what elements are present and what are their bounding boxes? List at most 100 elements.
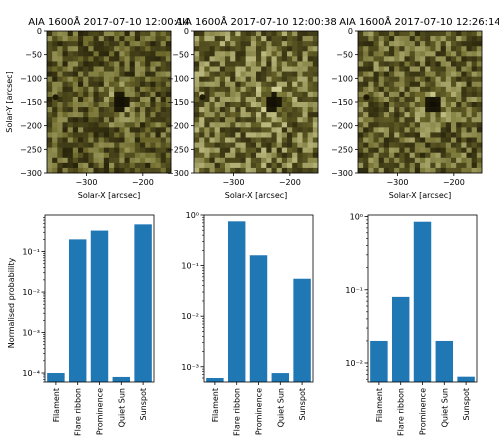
image-texture-cell bbox=[451, 142, 457, 148]
image-texture-cell bbox=[409, 41, 416, 47]
image-texture-cell bbox=[47, 66, 53, 72]
image-texture-cell bbox=[430, 86, 436, 93]
image-texture-cell bbox=[109, 157, 115, 164]
image-texture-cell bbox=[476, 51, 483, 57]
image-texture-cell bbox=[266, 142, 272, 148]
image-texture-cell bbox=[430, 132, 436, 138]
image-texture-cell bbox=[302, 31, 308, 37]
image-texture-cell bbox=[240, 96, 246, 103]
image-area-3 bbox=[358, 31, 483, 174]
image-texture-cell bbox=[276, 157, 283, 164]
image-texture-cell bbox=[98, 31, 105, 37]
image-texture-cell bbox=[129, 36, 136, 42]
image-texture-cell bbox=[230, 127, 236, 133]
image-texture-cell bbox=[302, 157, 308, 164]
image-texture-cell bbox=[114, 51, 120, 57]
image-panel-2: AIA 1600Å 2017-07-10 12:00:38 0−50−100−1… bbox=[167, 15, 337, 200]
image-texture-cell bbox=[281, 81, 288, 88]
image-texture-cell bbox=[57, 117, 63, 123]
image-texture-cell bbox=[119, 122, 125, 128]
image-texture-cell bbox=[230, 152, 236, 159]
image-texture-cell bbox=[297, 122, 303, 128]
image-texture-cell bbox=[209, 167, 215, 174]
image-texture-cell bbox=[240, 56, 246, 62]
image-texture-cell bbox=[160, 127, 167, 133]
image-texture-cell bbox=[72, 157, 79, 164]
image-texture-cell bbox=[435, 137, 441, 143]
image-texture-cell bbox=[150, 36, 156, 42]
image-texture-cell bbox=[307, 51, 314, 57]
bar-ytick-label: 10⁻³ bbox=[181, 363, 199, 372]
image-ytick-label: −100 bbox=[167, 74, 189, 83]
image-texture-cell bbox=[287, 36, 293, 42]
image-texture-cell bbox=[160, 36, 167, 42]
image-texture-cell bbox=[160, 142, 167, 148]
bar-category-label: Sunspot bbox=[139, 388, 148, 421]
image-texture-cell bbox=[109, 112, 115, 118]
image-texture-cell bbox=[404, 36, 410, 42]
image-texture-cell bbox=[281, 107, 288, 113]
image-texture-cell bbox=[129, 61, 136, 67]
image-ytick-label: −100 bbox=[20, 74, 42, 83]
image-texture-cell bbox=[456, 31, 462, 37]
image-texture-cell bbox=[440, 51, 447, 57]
image-texture-cell bbox=[225, 162, 231, 169]
image-texture-cell bbox=[114, 46, 120, 52]
image-texture-cell bbox=[389, 41, 395, 47]
image-texture-cell bbox=[109, 127, 115, 133]
image-texture-cell bbox=[78, 112, 84, 118]
image-texture-cell bbox=[109, 137, 115, 143]
image-texture-cell bbox=[230, 31, 236, 37]
image-texture-cell bbox=[256, 91, 262, 98]
image-texture-cell bbox=[57, 86, 63, 93]
image-texture-cell bbox=[119, 142, 125, 148]
image-texture-cell bbox=[378, 96, 385, 103]
image-texture-cell bbox=[302, 71, 308, 77]
image-texture-cell bbox=[199, 86, 205, 93]
image-texture-cell bbox=[103, 137, 110, 143]
image-texture-cell bbox=[245, 66, 252, 72]
image-texture-cell bbox=[394, 157, 400, 164]
image-texture-cell bbox=[394, 102, 400, 108]
image-texture-cell bbox=[114, 102, 120, 108]
image-texture-cell bbox=[261, 102, 267, 108]
image-texture-cell bbox=[271, 86, 277, 93]
image-texture-cell bbox=[245, 107, 252, 113]
image-texture-cell bbox=[93, 142, 99, 148]
image-texture-cell bbox=[225, 167, 231, 174]
image-texture-cell bbox=[404, 137, 410, 143]
image-texture-cell bbox=[83, 36, 89, 42]
image-texture-cell bbox=[363, 112, 369, 118]
image-texture-cell bbox=[399, 46, 405, 52]
image-texture-cell bbox=[72, 41, 79, 47]
image-texture-cell bbox=[78, 91, 84, 98]
image-texture-cell bbox=[140, 142, 146, 148]
image-texture-cell bbox=[160, 122, 167, 128]
bar-category-label: Prominence bbox=[419, 388, 428, 435]
image-texture-cell bbox=[378, 112, 385, 118]
image-texture-cell bbox=[150, 117, 156, 123]
image-texture-cell bbox=[414, 36, 421, 42]
image-texture-cell bbox=[358, 167, 364, 174]
image-texture-cell bbox=[155, 122, 161, 128]
image-texture-cell bbox=[445, 31, 452, 37]
image-texture-cell bbox=[440, 86, 447, 93]
image-texture-cell bbox=[389, 132, 395, 138]
image-texture-cell bbox=[78, 142, 84, 148]
image-texture-cell bbox=[307, 162, 314, 169]
image-texture-cell bbox=[287, 66, 293, 72]
image-texture-cell bbox=[199, 122, 205, 128]
image-texture-cell bbox=[67, 162, 74, 169]
image-texture-cell bbox=[140, 137, 146, 143]
image-texture-cell bbox=[204, 56, 210, 62]
image-texture-cell bbox=[445, 167, 452, 174]
image-texture-cell bbox=[114, 112, 120, 118]
image-texture-cell bbox=[451, 41, 457, 47]
image-texture-cell bbox=[358, 46, 364, 52]
image-texture-cell bbox=[368, 96, 374, 103]
image-texture-cell bbox=[124, 51, 130, 57]
image-texture-cell bbox=[103, 152, 110, 159]
image-texture-cell bbox=[302, 66, 308, 72]
image-texture-cell bbox=[134, 127, 141, 133]
image-texture-cell bbox=[261, 122, 267, 128]
